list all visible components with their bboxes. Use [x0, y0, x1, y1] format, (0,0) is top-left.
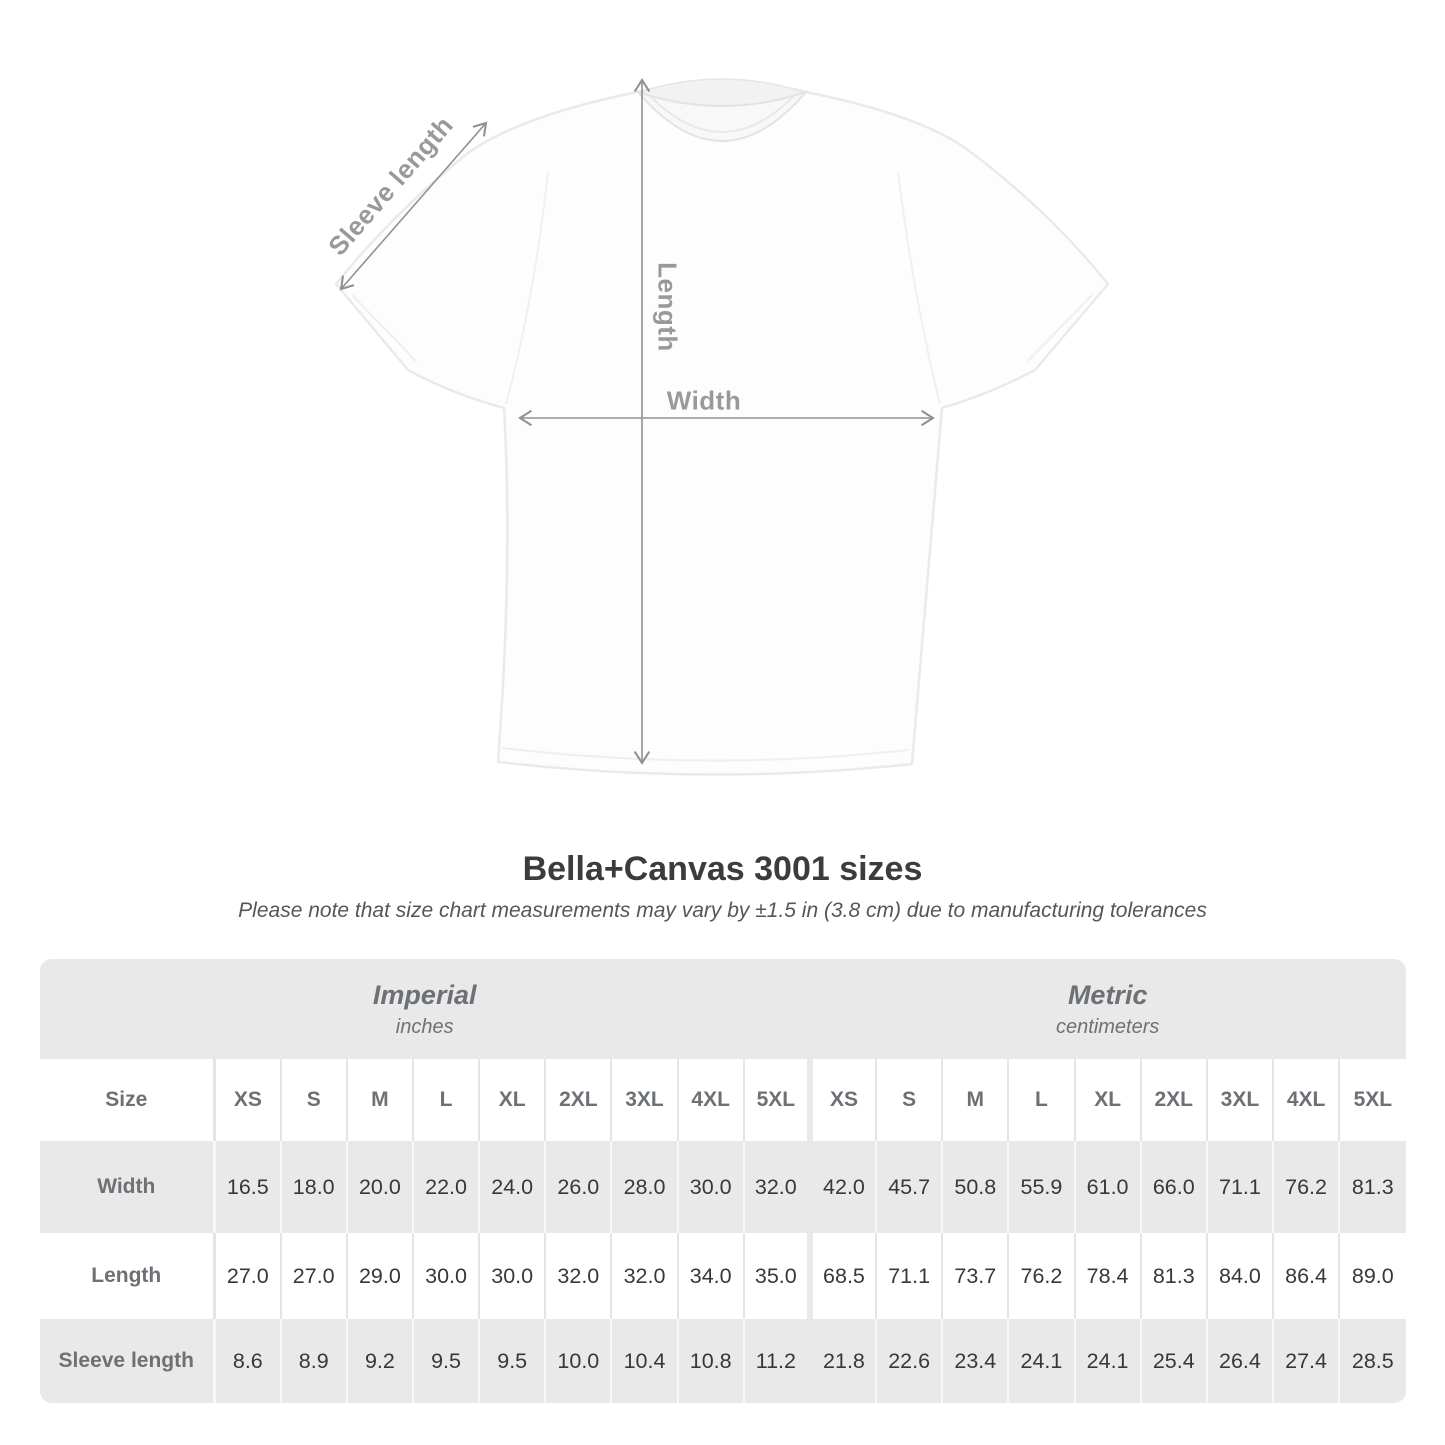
- imperial-value-cell: 32.0: [610, 1233, 678, 1319]
- imperial-value-cell: 28.0: [610, 1141, 678, 1233]
- metric-value-cell: 61.0: [1073, 1141, 1141, 1233]
- row-label: Width: [39, 1141, 215, 1233]
- metric-value-cell: 23.4: [941, 1319, 1009, 1403]
- imperial-value-cell: 10.0: [544, 1319, 612, 1403]
- metric-value-cell: 25.4: [1139, 1319, 1207, 1403]
- metric-value-cell: 81.3: [1139, 1233, 1207, 1319]
- metric-size-header: S: [875, 1059, 943, 1141]
- imperial-value-cell: 8.6: [212, 1319, 281, 1403]
- metric-value-cell: 73.7: [941, 1233, 1009, 1319]
- imperial-value-cell: 34.0: [676, 1233, 744, 1319]
- imperial-size-header: XS: [212, 1059, 281, 1141]
- imperial-value-cell: 32.0: [742, 1141, 810, 1233]
- metric-value-cell: 76.2: [1271, 1141, 1340, 1233]
- imperial-value-cell: 16.5: [212, 1141, 281, 1233]
- metric-value-cell: 24.1: [1007, 1319, 1075, 1403]
- tolerance-note: Please note that size chart measurements…: [238, 899, 1207, 922]
- imperial-value-cell: 9.5: [478, 1319, 546, 1403]
- metric-value-cell: 24.1: [1073, 1319, 1141, 1403]
- metric-value-cell: 28.5: [1338, 1319, 1406, 1403]
- imperial-value-cell: 8.9: [279, 1319, 347, 1403]
- tshirt-diagram: Sleeve length Length Width: [322, 78, 1110, 776]
- imperial-value-cell: 24.0: [478, 1141, 546, 1233]
- unit-group-label: Imperial: [372, 980, 477, 1010]
- metric-value-cell: 71.1: [1205, 1141, 1273, 1233]
- length-label: Length: [652, 262, 683, 352]
- imperial-value-cell: 30.0: [676, 1141, 744, 1233]
- unit-group-imperial: Imperial inches: [39, 959, 810, 1059]
- table-row: Sleeve length 8.6 8.9 9.2 9.5 9.5 10.0 10.4 10.8…: [39, 1319, 1406, 1403]
- imperial-value-cell: 29.0: [345, 1233, 413, 1319]
- metric-size-header: 5XL: [1338, 1059, 1406, 1141]
- unit-group-label: Metric: [1067, 980, 1148, 1010]
- metric-value-cell: 42.0: [806, 1141, 877, 1233]
- imperial-size-header: S: [279, 1059, 347, 1141]
- imperial-size-header: 2XL: [544, 1059, 612, 1141]
- imperial-value-cell: 30.0: [478, 1233, 546, 1319]
- table-body: Imperial inches Metric centimeters Size XS S M L…: [39, 959, 1406, 1403]
- unit-group-sublabel: centimeters: [1056, 1016, 1160, 1038]
- metric-value-cell: 27.4: [1271, 1319, 1340, 1403]
- imperial-size-header: 4XL: [676, 1059, 744, 1141]
- metric-size-header: M: [941, 1059, 1009, 1141]
- tshirt-image: [334, 78, 1110, 776]
- imperial-value-cell: 9.5: [411, 1319, 480, 1403]
- metric-value-cell: 68.5: [806, 1233, 877, 1319]
- metric-size-header: 3XL: [1205, 1059, 1273, 1141]
- imperial-size-header: XL: [478, 1059, 546, 1141]
- metric-size-header: 2XL: [1139, 1059, 1207, 1141]
- imperial-value-cell: 26.0: [544, 1141, 612, 1233]
- table-row: Length 27.0 27.0 29.0 30.0 30.0 32.0 32.0 34.0 35…: [39, 1233, 1406, 1319]
- imperial-value-cell: 27.0: [212, 1233, 281, 1319]
- imperial-value-cell: 32.0: [544, 1233, 612, 1319]
- metric-value-cell: 81.3: [1338, 1141, 1406, 1233]
- metric-size-header: XL: [1073, 1059, 1141, 1141]
- page-title: Bella+Canvas 3001 sizes: [522, 850, 923, 888]
- metric-size-header: XS: [806, 1059, 877, 1141]
- imperial-value-cell: 30.0: [411, 1233, 480, 1319]
- imperial-value-cell: 18.0: [279, 1141, 347, 1233]
- metric-value-cell: 89.0: [1338, 1233, 1406, 1319]
- metric-value-cell: 45.7: [875, 1141, 943, 1233]
- metric-value-cell: 22.6: [875, 1319, 943, 1403]
- imperial-value-cell: 35.0: [742, 1233, 810, 1319]
- imperial-size-header: 5XL: [742, 1059, 810, 1141]
- size-chart-table: Imperial inches Metric centimeters Size XS S M L…: [39, 959, 1406, 1403]
- imperial-value-cell: 10.4: [610, 1319, 678, 1403]
- size-row-header: Size: [39, 1059, 215, 1141]
- unit-group-sublabel: inches: [395, 1016, 454, 1038]
- imperial-value-cell: 9.2: [345, 1319, 413, 1403]
- imperial-value-cell: 10.8: [676, 1319, 744, 1403]
- metric-value-cell: 71.1: [875, 1233, 943, 1319]
- imperial-value-cell: 20.0: [345, 1141, 413, 1233]
- metric-value-cell: 76.2: [1007, 1233, 1075, 1319]
- sleeve-length-arrow: [339, 121, 488, 291]
- row-label: Length: [39, 1233, 215, 1319]
- metric-value-cell: 66.0: [1139, 1141, 1207, 1233]
- imperial-value-cell: 11.2: [742, 1319, 810, 1403]
- metric-value-cell: 86.4: [1271, 1233, 1340, 1319]
- metric-value-cell: 26.4: [1205, 1319, 1273, 1403]
- imperial-size-header: L: [411, 1059, 480, 1141]
- metric-size-header: L: [1007, 1059, 1075, 1141]
- metric-value-cell: 84.0: [1205, 1233, 1273, 1319]
- tshirt-shape: [334, 78, 1110, 776]
- table-row: Width 16.5 18.0 20.0 22.0 24.0 26.0 28.0 30.0 32.…: [39, 1141, 1406, 1233]
- imperial-value-cell: 22.0: [411, 1141, 480, 1233]
- unit-group-metric: Metric centimeters: [809, 959, 1406, 1059]
- metric-value-cell: 55.9: [1007, 1141, 1075, 1233]
- metric-value-cell: 21.8: [806, 1319, 877, 1403]
- imperial-size-header: 3XL: [610, 1059, 678, 1141]
- row-label: Sleeve length: [39, 1319, 215, 1403]
- width-label: Width: [666, 385, 742, 416]
- metric-value-cell: 50.8: [941, 1141, 1009, 1233]
- imperial-size-header: M: [345, 1059, 413, 1141]
- metric-value-cell: 78.4: [1073, 1233, 1141, 1319]
- metric-size-header: 4XL: [1271, 1059, 1340, 1141]
- imperial-value-cell: 27.0: [279, 1233, 347, 1319]
